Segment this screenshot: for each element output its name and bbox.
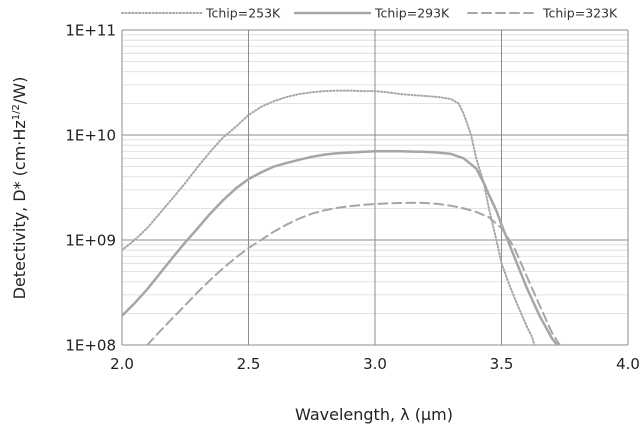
series-lines xyxy=(122,89,561,345)
x-tick-label: 2.0 xyxy=(110,355,134,373)
series-line-tchip-293k xyxy=(122,150,559,345)
x-tick-label: 2.5 xyxy=(237,355,261,373)
y-axis-title-main: Detectivity, D* (cm·Hz xyxy=(10,120,29,299)
y-axis-title-tail: /W) xyxy=(10,77,29,104)
x-tick-label: 4.0 xyxy=(616,355,640,373)
y-tick-label: 1E+09 xyxy=(65,232,116,250)
y-tick-label: 1E+11 xyxy=(65,22,116,40)
legend-item-323k: Tchip=323K xyxy=(467,6,618,21)
series-line-tchip-323k xyxy=(146,201,561,345)
y-tick-label: 1E+08 xyxy=(65,337,116,355)
x-tick-label: 3.0 xyxy=(363,355,387,373)
series-line-tchip-253k xyxy=(122,89,536,345)
tick-labels: 1E+08 1E+09 1E+10 1E+11 2.0 2.5 3.0 3.5 4.0 xyxy=(65,22,640,374)
y-axis-title: Detectivity, D* (cm·Hz1/2/W) xyxy=(10,77,29,300)
legend: Tchip=253K Tchip=293K Tchip=323K xyxy=(121,6,618,21)
major-gridlines xyxy=(121,29,629,346)
y-tick-label: 1E+10 xyxy=(65,127,116,145)
x-tick-label: 3.5 xyxy=(490,355,514,373)
legend-label-293k: Tchip=293K xyxy=(374,6,450,21)
x-axis-title: Wavelength, λ (μm) xyxy=(295,405,453,424)
y-axis-title-sup: 1/2 xyxy=(11,104,22,120)
legend-item-253k: Tchip=253K xyxy=(121,6,281,21)
legend-label-253k: Tchip=253K xyxy=(205,6,281,21)
legend-label-323k: Tchip=323K xyxy=(542,6,618,21)
legend-item-293k: Tchip=293K xyxy=(293,6,450,21)
